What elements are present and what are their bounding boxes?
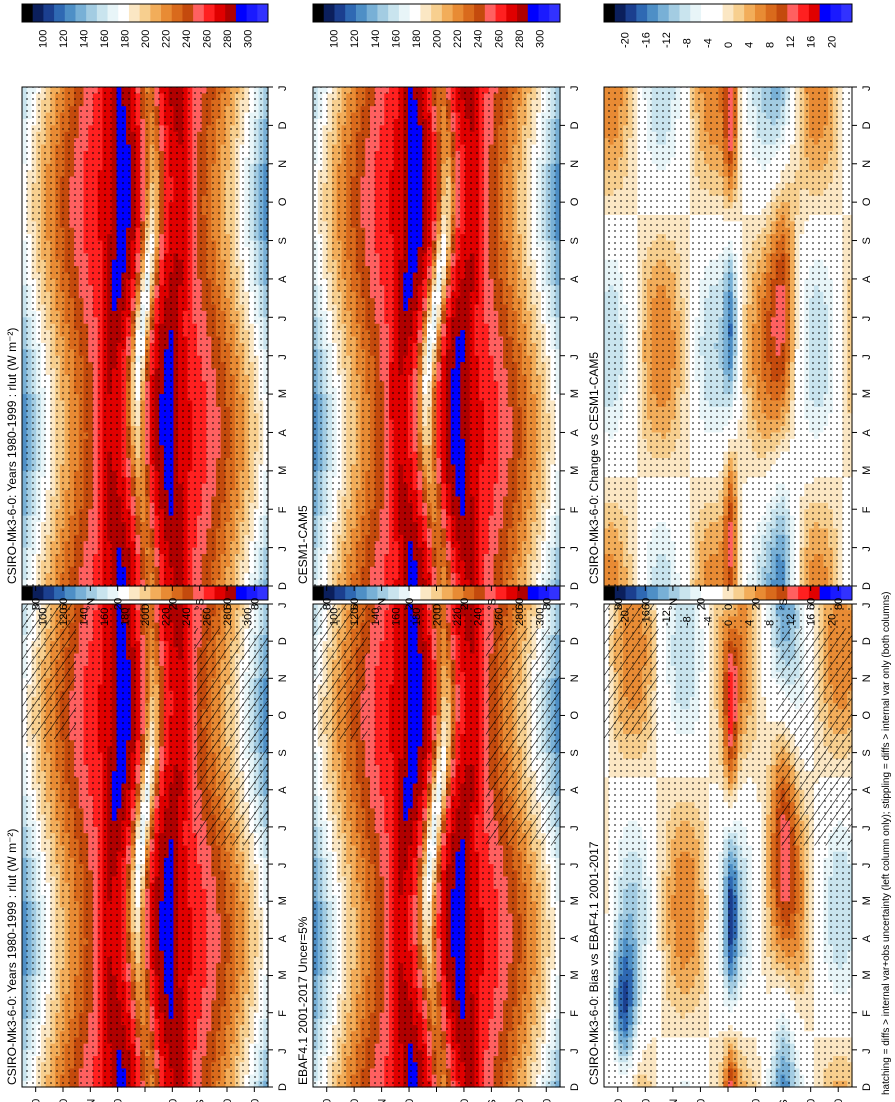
month-tick-label: S <box>277 749 289 756</box>
colorbar-swatch <box>96 586 108 600</box>
month-tick-label: J <box>277 825 289 831</box>
month-tick-label: M <box>277 896 289 905</box>
month-tick-label: M <box>277 970 289 979</box>
month-tick-label: A <box>277 786 289 794</box>
colorbar-swatch <box>235 586 248 600</box>
panel-0: 8060°N20020°S6080DJFMAMJJASONDJCSIRO-Mk3… <box>5 585 289 1102</box>
month-tick-label: O <box>277 710 289 719</box>
month-tick-label: D <box>277 637 289 645</box>
lat-tick-label: °N <box>85 1099 97 1102</box>
colorbar-tick-label: 240 <box>181 608 193 626</box>
hatch-region <box>194 628 268 846</box>
colorbar-tick-label: 160 <box>99 608 111 626</box>
month-tick-label: D <box>277 1083 289 1091</box>
month-tick-label: N <box>277 674 289 682</box>
colorbar-swatch <box>150 586 162 600</box>
colorbar-swatch <box>128 586 141 600</box>
colorbar-swatch <box>203 586 215 600</box>
panel-1: 80 60 °N 20 0 20 °S 60 80DJFMAMJJASONDJCSIRO-Mk3… <box>5 3 289 610</box>
colorbar-swatch <box>43 586 55 600</box>
month-tick-label: J <box>277 863 289 869</box>
colorbar-swatch <box>193 586 205 600</box>
month-tick-label: A <box>277 934 289 942</box>
colorbar-swatch <box>182 586 194 600</box>
month-tick-label: F <box>277 1010 289 1017</box>
month-tick-label: J <box>277 1048 289 1054</box>
month-tick-label: J <box>277 603 289 609</box>
panel-title: CSIRO-Mk3-6-0: Years 1980-1999 : rlut (W… <box>5 829 19 1085</box>
